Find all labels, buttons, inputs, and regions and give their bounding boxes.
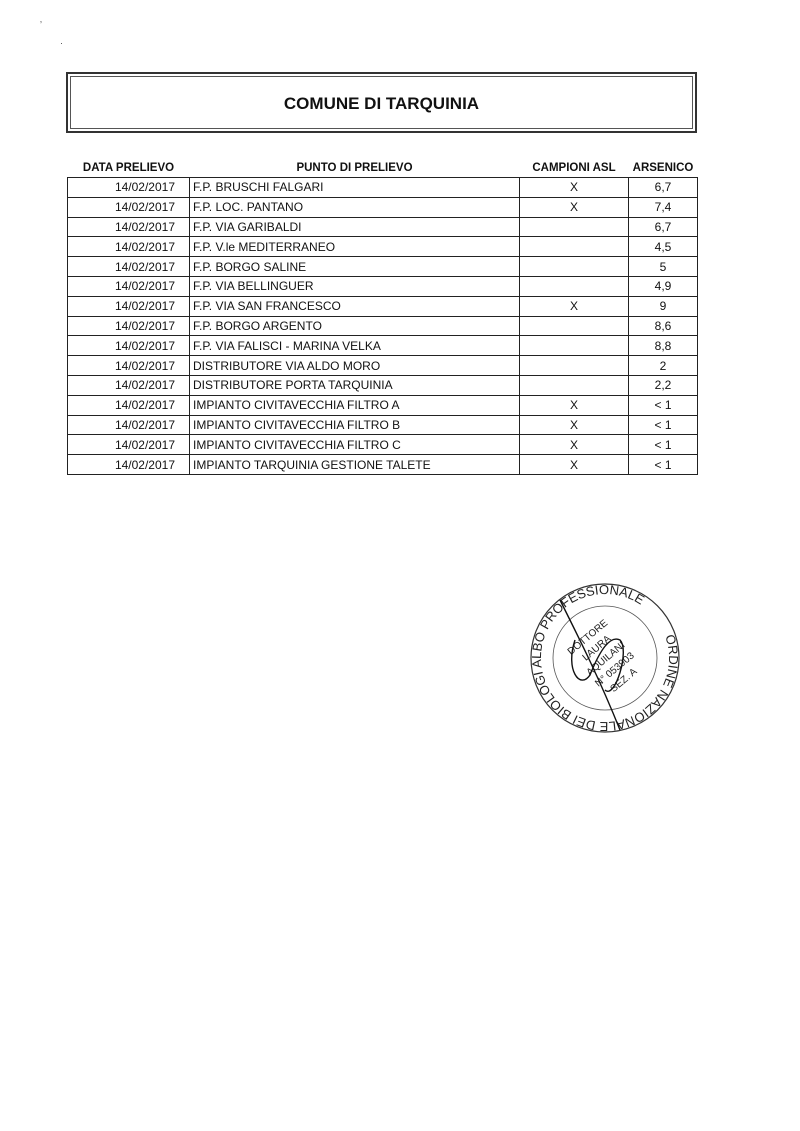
cell-point: IMPIANTO CIVITAVECCHIA FILTRO B (189, 414, 520, 436)
table-row: 14/02/2017 IMPIANTO CIVITAVECCHIA FILTRO … (67, 434, 698, 456)
cell-asl (519, 275, 629, 297)
cell-date: 14/02/2017 (67, 177, 190, 198)
table-row: 14/02/2017 IMPIANTO CIVITAVECCHIA FILTRO … (67, 414, 698, 436)
cell-asl: X (519, 394, 629, 416)
title-box: COMUNE DI TARQUINIA (66, 72, 697, 133)
cell-date: 14/02/2017 (67, 256, 190, 277)
cell-date: 14/02/2017 (67, 275, 190, 297)
cell-date: 14/02/2017 (67, 216, 190, 238)
header-date: DATA PRELIEVO (82, 162, 175, 174)
cell-asl (519, 374, 629, 396)
cell-arsenic: 2 (628, 355, 698, 376)
cell-point: DISTRIBUTORE VIA ALDO MORO (189, 355, 520, 376)
table-row: 14/02/2017 DISTRIBUTORE PORTA TARQUINIA 2,… (67, 374, 698, 396)
cell-asl: X (519, 295, 629, 317)
cell-asl: X (519, 177, 629, 198)
cell-date: 14/02/2017 (67, 394, 190, 416)
cell-point: F.P. VIA FALISCI - MARINA VELKA (189, 335, 520, 357)
cell-arsenic: < 1 (628, 434, 698, 456)
cell-point: F.P. VIA GARIBALDI (189, 216, 520, 238)
cell-asl (519, 256, 629, 277)
cell-arsenic: 9 (628, 295, 698, 317)
table-row: 14/02/2017 F.P. V.le MEDITERRANEO 4,5 (67, 236, 698, 258)
header-arsenic: ARSENICO (632, 162, 694, 174)
cell-asl: X (519, 414, 629, 436)
table-row: 14/02/2017 F.P. BRUSCHI FALGARI X 6,7 (67, 177, 698, 198)
cell-date: 14/02/2017 (67, 196, 190, 218)
cell-date: 14/02/2017 (67, 355, 190, 376)
page-title: COMUNE DI TARQUINIA (283, 94, 480, 113)
cell-point: DISTRIBUTORE PORTA TARQUINIA (189, 374, 520, 396)
cell-point: F.P. BRUSCHI FALGARI (189, 177, 520, 198)
table-row: 14/02/2017 DISTRIBUTORE VIA ALDO MORO 2 (67, 355, 698, 376)
cell-arsenic: 5 (628, 256, 698, 277)
table-row: 14/02/2017 F.P. VIA SAN FRANCESCO X 9 (67, 295, 698, 317)
cell-arsenic: < 1 (628, 454, 698, 475)
cell-asl (519, 315, 629, 337)
cell-arsenic: 8,8 (628, 335, 698, 357)
cell-point: F.P. VIA SAN FRANCESCO (189, 295, 520, 317)
scan-speck: · (60, 38, 63, 48)
cell-date: 14/02/2017 (67, 236, 190, 258)
cell-arsenic: 4,9 (628, 275, 698, 297)
cell-asl (519, 335, 629, 357)
cell-arsenic: < 1 (628, 414, 698, 436)
table-row: 14/02/2017 F.P. LOC. PANTANO X 7,4 (67, 196, 698, 218)
scan-speck: ʼ (40, 20, 42, 30)
cell-point: IMPIANTO CIVITAVECCHIA FILTRO C (189, 434, 520, 456)
table-row: 14/02/2017 F.P. BORGO ARGENTO 8,6 (67, 315, 698, 337)
cell-date: 14/02/2017 (67, 295, 190, 317)
cell-point: IMPIANTO TARQUINIA GESTIONE TALETE (189, 454, 520, 475)
arsenic-table: DATA PRELIEVO PUNTO DI PRELIEVO CAMPIONI… (67, 160, 698, 475)
cell-point: F.P. BORGO SALINE (189, 256, 520, 277)
cell-date: 14/02/2017 (67, 434, 190, 456)
table-row: 14/02/2017 F.P. BORGO SALINE 5 (67, 256, 698, 277)
header-asl: CAMPIONI ASL (532, 162, 616, 174)
table-row: 14/02/2017 IMPIANTO TARQUINIA GESTIONE TA… (67, 454, 698, 475)
stamp-inner-ring (552, 605, 658, 711)
signature (559, 599, 624, 731)
cell-point: F.P. V.le MEDITERRANEO (189, 236, 520, 258)
cell-point: F.P. BORGO ARGENTO (189, 315, 520, 337)
cell-arsenic: 8,6 (628, 315, 698, 337)
cell-point: F.P. LOC. PANTANO (189, 196, 520, 218)
cell-arsenic: 6,7 (628, 177, 698, 198)
cell-arsenic: 7,4 (628, 196, 698, 218)
table-row: 14/02/2017 F.P. VIA GARIBALDI 6,7 (67, 216, 698, 238)
cell-asl (519, 236, 629, 258)
stamp-center-text: DOTTORE LAURA AQUILANI N° 053903 SEZ. A (566, 618, 640, 695)
cell-point: F.P. VIA BELLINGUER (189, 275, 520, 297)
cell-arsenic: 4,5 (628, 236, 698, 258)
cell-date: 14/02/2017 (67, 335, 190, 357)
cell-asl: X (519, 454, 629, 475)
cell-date: 14/02/2017 (67, 454, 190, 475)
table-row: 14/02/2017 F.P. VIA FALISCI - MARINA VELK… (67, 335, 698, 357)
header-point: PUNTO DI PRELIEVO (296, 162, 413, 174)
cell-date: 14/02/2017 (67, 414, 190, 436)
cell-point: IMPIANTO CIVITAVECCHIA FILTRO A (189, 394, 520, 416)
cell-asl (519, 216, 629, 238)
cell-arsenic: 2,2 (628, 374, 698, 396)
cell-arsenic: < 1 (628, 394, 698, 416)
cell-asl: X (519, 434, 629, 456)
table-row: 14/02/2017 F.P. VIA BELLINGUER 4,9 (67, 275, 698, 297)
cell-arsenic: 6,7 (628, 216, 698, 238)
professional-stamp: ORDINE NAZIONALE DEI BIOLOGI ALBO PROFES… (529, 582, 681, 734)
stamp-outer-ring (530, 583, 680, 733)
cell-asl: X (519, 196, 629, 218)
cell-date: 14/02/2017 (67, 374, 190, 396)
table-row: 14/02/2017 IMPIANTO CIVITAVECCHIA FILTRO … (67, 394, 698, 416)
cell-asl (519, 355, 629, 376)
table-header: DATA PRELIEVO PUNTO DI PRELIEVO CAMPIONI… (68, 160, 698, 178)
cell-date: 14/02/2017 (67, 315, 190, 337)
